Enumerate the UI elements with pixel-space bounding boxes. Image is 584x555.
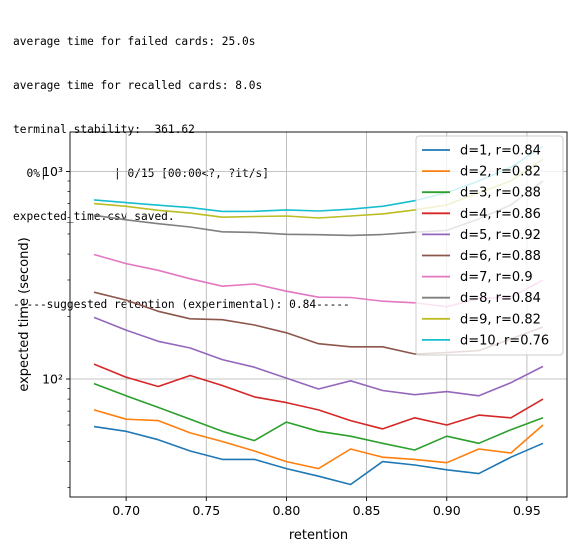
x-tick-label: 0.75	[192, 503, 220, 518]
y-tick-label: 10³	[42, 164, 63, 179]
series-line-4	[93, 363, 544, 430]
x-tick-label: 0.85	[353, 503, 381, 518]
legend-label-2: d=2, r=0.82	[460, 165, 541, 180]
series-line-3	[93, 382, 544, 451]
x-tick-label: 0.95	[513, 503, 541, 518]
console-output: average time for failed cards: 25.0s ave…	[13, 6, 350, 327]
console-line-failed-time: average time for failed cards: 25.0s	[13, 35, 256, 49]
legend-label-3: d=3, r=0.88	[460, 186, 541, 201]
plot-frame	[69, 131, 568, 498]
legend-label-1: d=1, r=0.84	[460, 144, 541, 159]
legend-label-10: d=10, r=0.76	[460, 333, 549, 348]
legend-label-4: d=4, r=0.86	[460, 207, 541, 222]
legend-label-8: d=8, r=0.84	[460, 291, 541, 306]
x-tick-label: 0.90	[433, 503, 461, 518]
x-axis-label: retention	[289, 528, 348, 543]
x-tick-label: 0.80	[273, 503, 301, 518]
console-line-recalled-time: average time for recalled cards: 8.0s	[13, 78, 263, 92]
series-line-5	[93, 316, 544, 397]
series-line-2	[93, 409, 544, 470]
legend-label-6: d=6, r=0.88	[460, 249, 541, 264]
legend-label-7: d=7, r=0.9	[460, 270, 533, 285]
y-axis-label: expected time (second)	[17, 237, 32, 391]
y-tick-label: 10²	[42, 372, 63, 387]
series-line-1	[93, 425, 544, 486]
x-tick-label: 0.70	[112, 503, 140, 518]
console-line-terminal-stability: terminal stability: 361.62	[13, 122, 195, 136]
legend-label-5: d=5, r=0.92	[460, 228, 541, 243]
legend-label-9: d=9, r=0.82	[460, 312, 541, 327]
legend-box	[415, 135, 564, 356]
